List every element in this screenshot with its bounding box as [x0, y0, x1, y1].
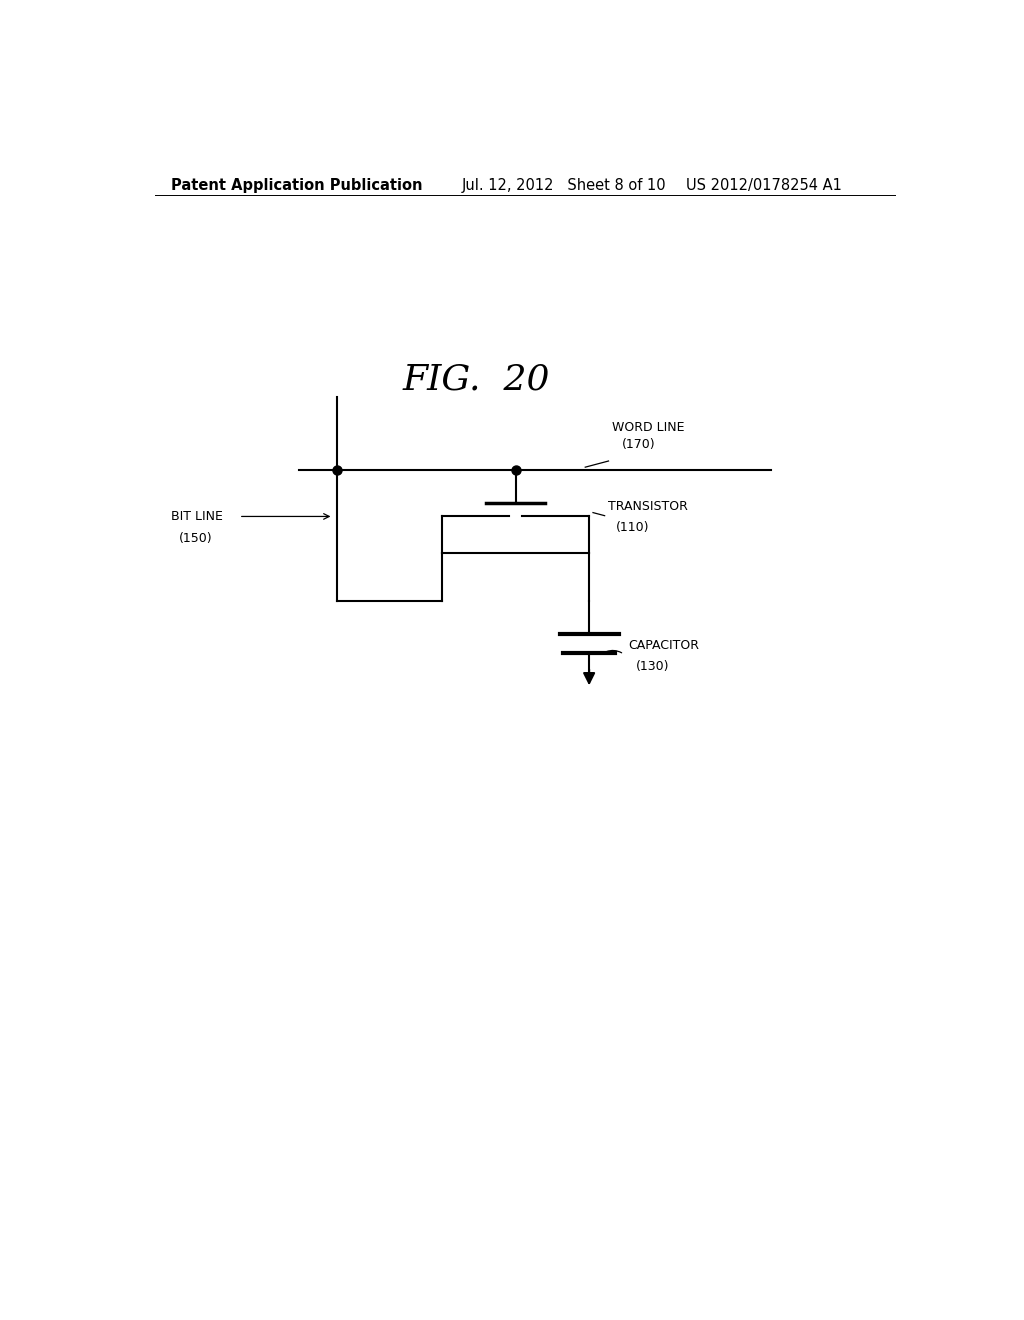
Text: WORD LINE: WORD LINE: [612, 421, 685, 434]
Text: (110): (110): [616, 521, 650, 535]
Text: BIT LINE: BIT LINE: [171, 510, 222, 523]
Text: FIG.  20: FIG. 20: [403, 363, 551, 396]
Text: (150): (150): [178, 532, 212, 545]
Text: Patent Application Publication: Patent Application Publication: [171, 178, 422, 193]
Text: (130): (130): [636, 660, 669, 673]
Text: CAPACITOR: CAPACITOR: [628, 639, 698, 652]
Text: US 2012/0178254 A1: US 2012/0178254 A1: [686, 178, 842, 193]
Text: (170): (170): [622, 438, 655, 451]
Text: TRANSISTOR: TRANSISTOR: [608, 500, 688, 513]
Text: Jul. 12, 2012   Sheet 8 of 10: Jul. 12, 2012 Sheet 8 of 10: [461, 178, 666, 193]
